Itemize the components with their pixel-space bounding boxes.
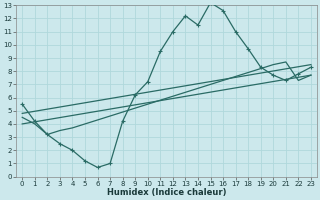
X-axis label: Humidex (Indice chaleur): Humidex (Indice chaleur) xyxy=(107,188,226,197)
